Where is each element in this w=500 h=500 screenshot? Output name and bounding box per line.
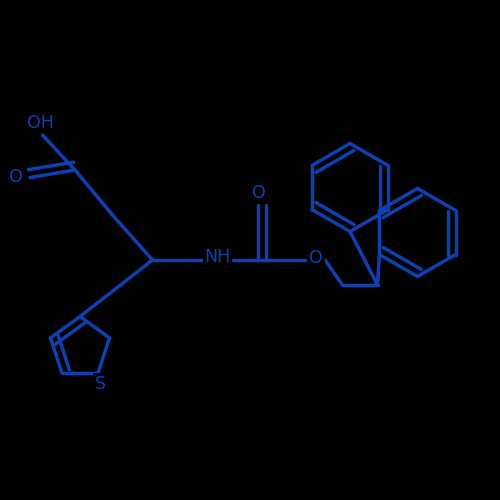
Text: O: O: [309, 249, 323, 267]
Text: OH: OH: [26, 114, 54, 132]
Text: S: S: [95, 374, 106, 392]
Text: O: O: [252, 184, 266, 202]
Text: O: O: [9, 168, 23, 186]
Text: NH: NH: [204, 248, 231, 266]
